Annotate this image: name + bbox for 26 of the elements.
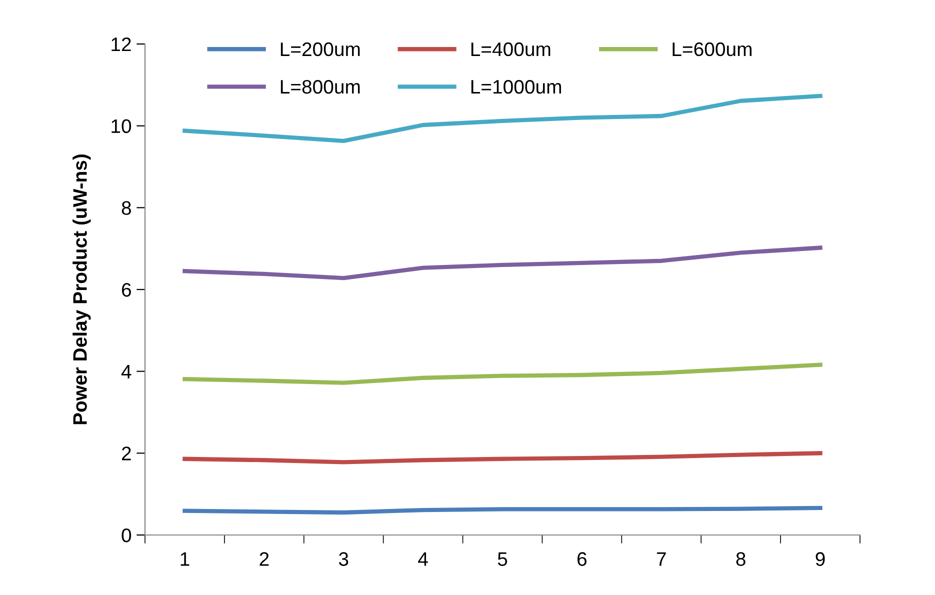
x-tick-label: 7 (656, 552, 666, 566)
y-tick-label: 2 (122, 446, 131, 460)
x-tick-label: 4 (418, 552, 428, 566)
x-tick-label: 9 (816, 552, 825, 566)
y-tick-label: 4 (121, 365, 132, 378)
y-tick-label: 12 (112, 37, 131, 52)
legend-label: L=1000um (471, 80, 561, 94)
y-tick-label: 8 (122, 201, 131, 215)
x-tick-label: 3 (338, 552, 348, 566)
y-tick-label: 10 (112, 119, 132, 134)
legend-label: L=800um (280, 80, 360, 94)
line-series (182, 362, 822, 385)
x-tick-label: 8 (736, 552, 746, 566)
legend-label: L=200um (280, 42, 360, 56)
y-axis-title: Power Delay Product (uW-ns) (72, 154, 91, 424)
legend-label: L=400um (471, 42, 550, 56)
legend-label: L=600um (672, 42, 752, 56)
x-tick-label: 1 (180, 552, 190, 566)
y-tick-label: 6 (122, 282, 131, 297)
x-tick-label: 6 (578, 552, 586, 566)
y-tick-label: 0 (122, 528, 132, 542)
line-series (182, 94, 822, 144)
line-series (182, 451, 822, 464)
x-tick-label: 2 (260, 552, 269, 566)
x-tick-label: 5 (498, 552, 508, 566)
line-series (182, 246, 822, 280)
